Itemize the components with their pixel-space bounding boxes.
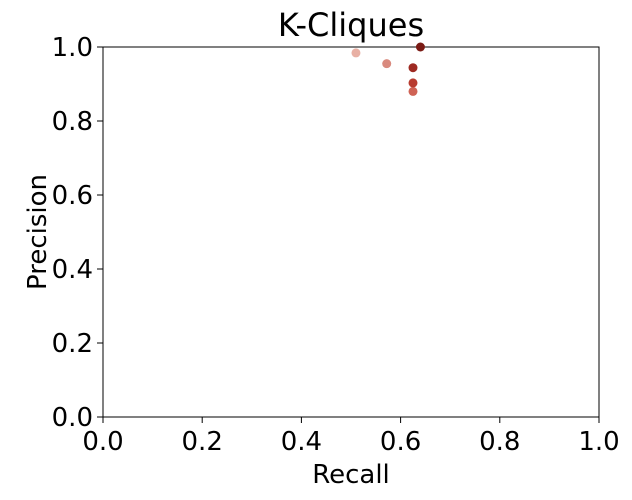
chart-title: K-Cliques — [278, 6, 424, 44]
scatter-point — [408, 78, 418, 88]
x-tick-label: 1.0 — [578, 427, 619, 457]
x-axis-label: Recall — [312, 460, 390, 490]
y-tick-label: 0.6 — [52, 181, 93, 211]
scatter-point — [415, 42, 425, 52]
plot-frame — [102, 46, 600, 418]
scatter-point — [351, 48, 361, 58]
y-axis-label: Precision — [23, 174, 53, 290]
y-tick-label: 0.8 — [52, 107, 93, 137]
x-tick-label: 0.6 — [380, 427, 421, 457]
x-tick-label: 0.2 — [182, 427, 223, 457]
plot-area: 0.0 0.2 0.4 0.6 0.8 1.0 0.0 0.2 0.4 0.6 0.8 1.0 — [52, 33, 620, 457]
scatter-point — [382, 59, 392, 69]
y-tick-label: 0.0 — [52, 403, 93, 433]
x-tick-label: 0.8 — [479, 427, 520, 457]
y-tick-label: 1.0 — [52, 33, 93, 63]
y-tick-label: 0.2 — [52, 329, 93, 359]
y-tick-label: 0.4 — [52, 255, 93, 285]
x-tick-label: 0.0 — [82, 427, 123, 457]
x-tick-label: 0.4 — [281, 427, 322, 457]
scatter-point — [408, 63, 418, 73]
scatter-point — [408, 86, 418, 96]
